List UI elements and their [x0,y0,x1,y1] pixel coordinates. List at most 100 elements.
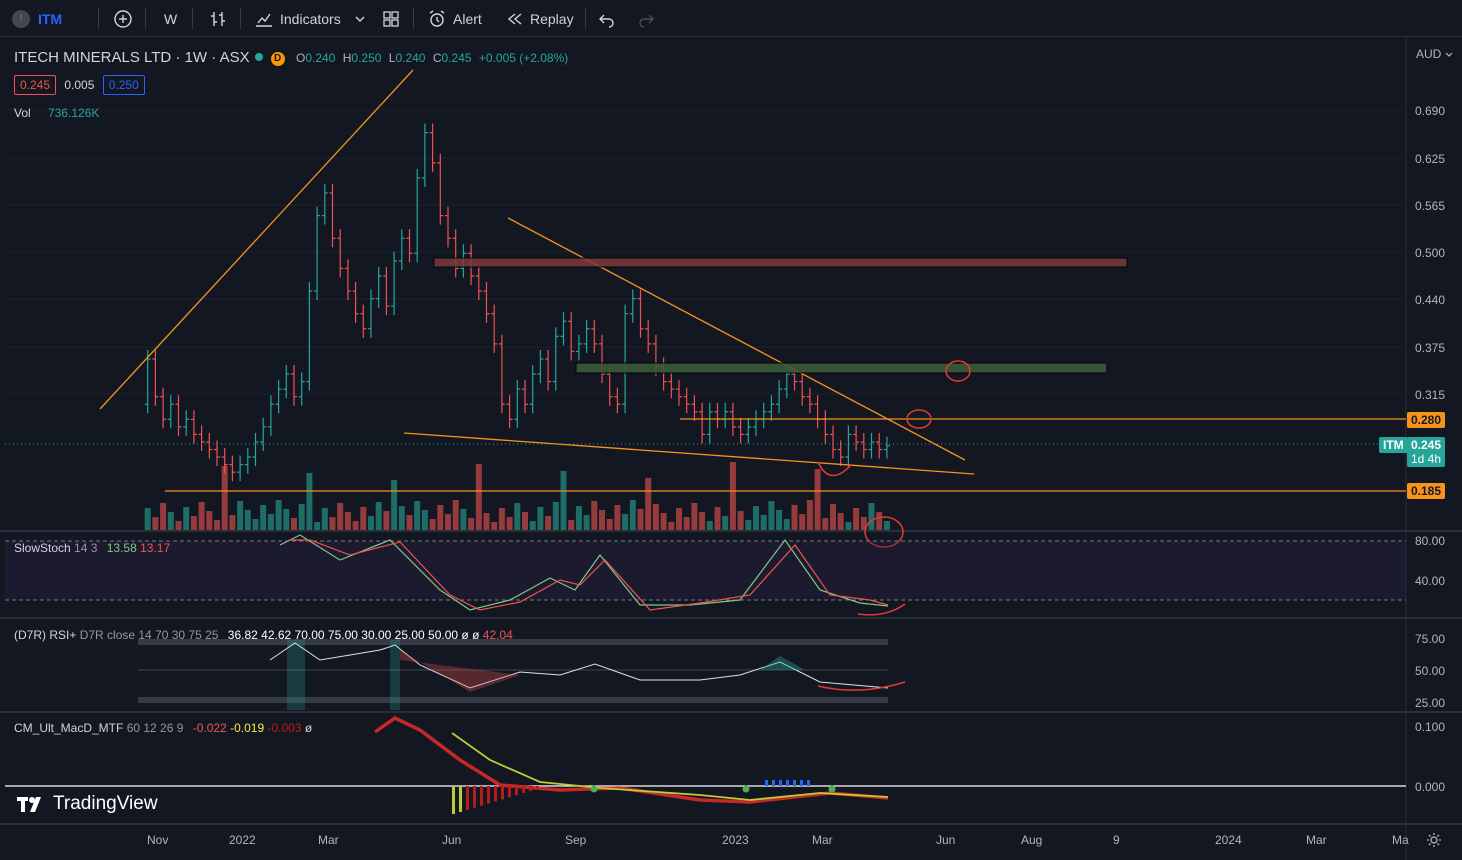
toolbar-divider [145,8,146,29]
macd-histogram-bar [515,786,518,796]
bid-price[interactable]: 0.245 [14,75,57,95]
interval-label: W [164,10,178,27]
toolbar-divider [98,8,99,29]
chart-settings-button[interactable] [1426,832,1442,853]
macd-name: CM_Ult_MacD_MTF [14,721,124,735]
volume-bar [783,519,790,530]
volume-bar [398,506,405,530]
macd-histogram-bar [487,786,490,804]
volume-bar [452,500,459,530]
volume-bar [206,511,213,530]
redo-button[interactable] [637,0,655,37]
macd-value: -0.022 [192,721,227,735]
top-toolbar: I ITM W Indicators Alert Replay [0,0,1462,37]
macd-histogram-bar [786,780,789,786]
compare-button[interactable] [113,0,133,37]
rsi-value: 42.62 [261,628,292,642]
macd-histogram-bar [522,786,525,793]
macd-histogram-bar [765,780,768,786]
volume-bar [714,507,721,530]
change-value: +0.005 (+2.08%) [478,51,569,65]
stoch-params: 14 3 [74,541,98,555]
volume-bar [383,511,390,530]
stoch-d-value: 13.17 [140,541,171,555]
alert-label: Alert [453,10,482,27]
symbol-price-tag: ITM [1379,437,1408,453]
undo-icon [599,14,614,28]
undo-button[interactable] [598,0,616,37]
macd-value: ø [304,721,313,735]
high-label: H [342,51,352,65]
chevron-down-icon [355,16,365,22]
price-level-185: 0.185 [1407,483,1446,499]
layout-button[interactable] [381,0,401,37]
stoch-tick: 80.00 [1415,534,1446,548]
volume-bar [745,520,752,530]
stoch-name: SlowStoch [14,541,71,555]
macd-legend[interactable]: CM_Ult_MacD_MTF 60 12 26 9 -0.022 -0.019… [14,721,312,735]
indicators-button[interactable]: Indicators [254,0,341,37]
time-tick: Aug [1021,833,1043,847]
rsi-overbought-zone [287,640,305,710]
annotation-circle [906,409,932,429]
replay-button[interactable]: Replay [506,0,574,37]
gear-icon [1427,833,1441,847]
volume-bar [406,515,413,530]
tradingview-watermark[interactable]: TradingView [16,793,158,815]
volume-bar [352,521,359,530]
volume-bar [522,512,528,530]
spread-value: 0.005 [64,78,95,92]
time-tick: Sep [565,833,587,847]
chart-canvas[interactable] [0,37,1462,860]
indicator-templates-button[interactable] [354,0,366,37]
volume-bar [868,503,875,530]
volume-bar [529,521,536,530]
rsi-value: ø [472,628,480,642]
trendline [403,432,975,475]
symbol-search[interactable]: I ITM [12,0,62,37]
toolbar-divider [585,8,586,29]
stoch-legend[interactable]: SlowStoch 14 3 13.58 13.17 [14,541,170,555]
rsi-legend[interactable]: (D7R) RSI+ D7R close 14 70 30 75 25 36.8… [14,628,513,642]
volume-bar [660,513,667,530]
volume-legend: Vol 736.126K [14,106,99,120]
volume-bar [691,503,698,530]
volume-bar [776,510,783,530]
volume-bar [229,515,236,530]
macd-histogram-bar [793,780,796,786]
volume-bar [760,515,767,530]
chart-type-button[interactable] [208,0,228,37]
alert-button[interactable]: Alert [427,0,482,37]
currency-selector[interactable]: AUD [1416,47,1453,61]
price-tick: 0.565 [1415,199,1446,213]
time-tick: 2023 [722,833,749,847]
low-value: 0.240 [395,51,426,65]
volume-bar [883,521,890,530]
rsi-tick: 25.00 [1415,696,1446,710]
volume-bar [506,517,513,530]
volume-bar [845,522,852,530]
last-price-badge: 0.245 1d 4h [1407,437,1446,467]
rsi-tick: 75.00 [1415,632,1446,646]
volume-bar [837,513,844,530]
volume-bar [645,478,652,530]
volume-bar [814,469,821,530]
volume-bar [252,519,259,530]
volume-bar [175,521,182,530]
volume-bar [221,466,228,530]
volume-bar [429,519,436,530]
rsi-value: 75.00 [327,628,358,642]
volume-bar [283,509,290,530]
volume-bar [706,521,713,530]
macd-value: -0.003 [267,721,302,735]
market-status[interactable]: D [249,49,285,66]
macd-histogram-bar [459,786,462,812]
interval-button[interactable]: W [164,0,177,37]
rsi-value: 25.00 [394,628,425,642]
volume-bar [614,505,621,530]
volume-bar [552,502,559,530]
rsi-name: (D7R) RSI+ [14,628,77,642]
ask-price[interactable]: 0.250 [102,75,145,95]
annotation-circle [945,360,971,382]
volume-bar [560,471,567,530]
